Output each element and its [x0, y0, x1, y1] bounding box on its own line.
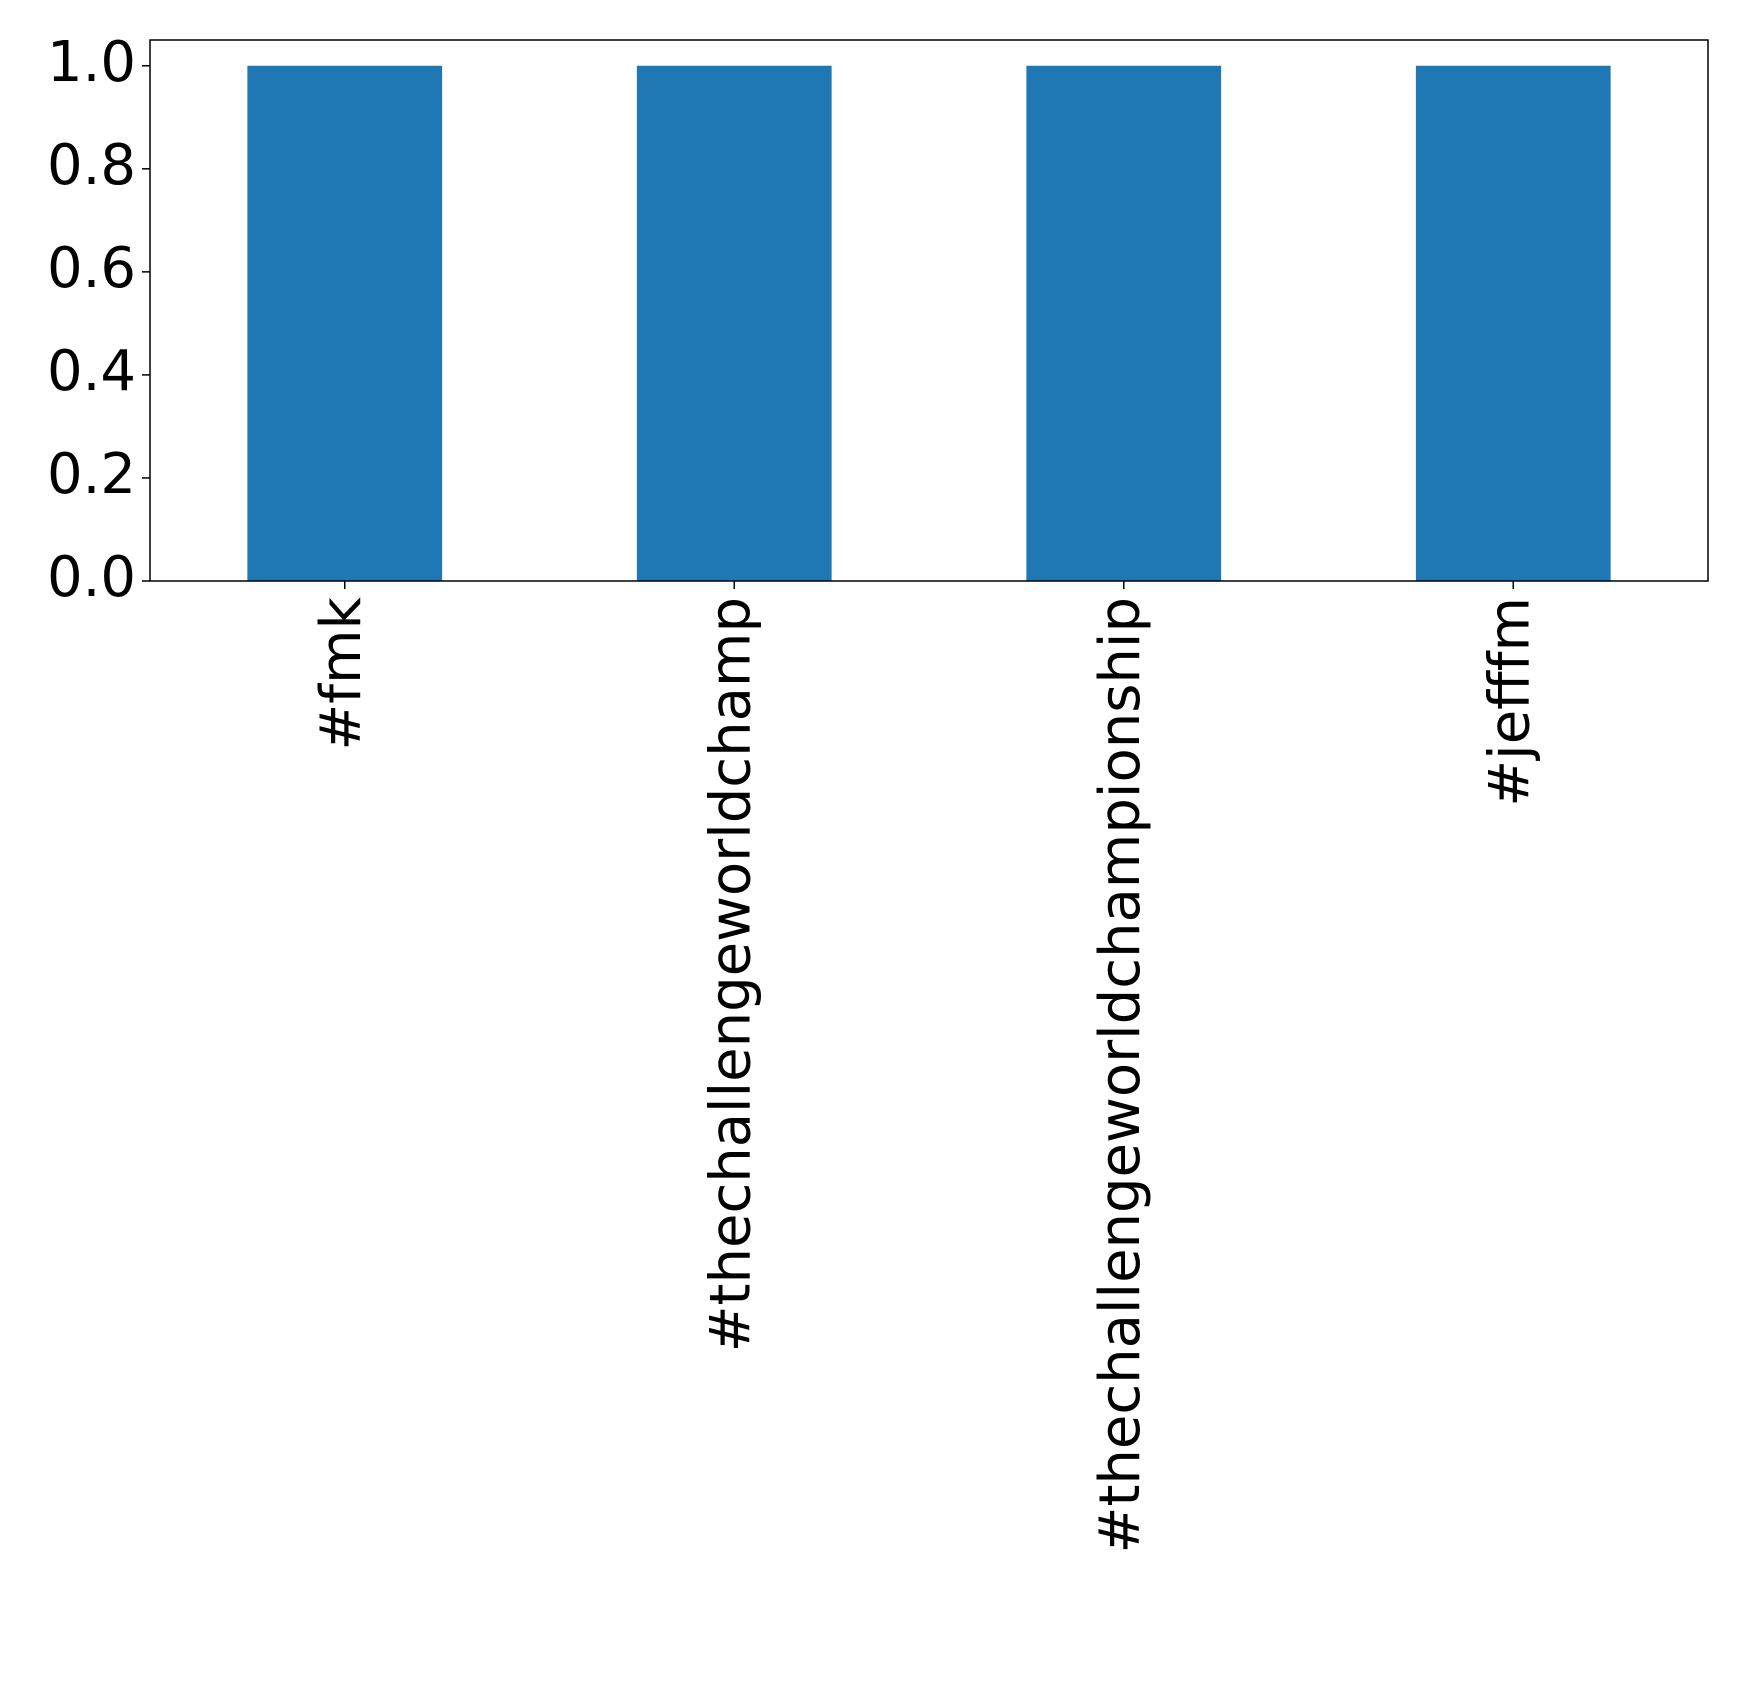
plot-frame [149, 39, 1709, 582]
y-tick-label: 0.2 [47, 442, 136, 507]
x-tick-label: #thechallengeworldchampionship [1088, 597, 1153, 1553]
bar [247, 65, 443, 581]
bar [1415, 65, 1611, 581]
x-tick-label: #jefffm [1477, 597, 1542, 807]
x-tick-label: #thechallengeworldchamp [698, 597, 763, 1352]
y-tick-label: 0.0 [47, 545, 136, 610]
y-tick-label: 0.4 [47, 339, 136, 404]
y-tick-label: 1.0 [47, 30, 136, 95]
y-tick-label: 0.8 [47, 133, 136, 198]
x-tick-label: #fmk [309, 596, 374, 750]
bar [636, 65, 832, 581]
bar [1026, 65, 1222, 581]
y-tick-label: 0.6 [47, 236, 136, 301]
